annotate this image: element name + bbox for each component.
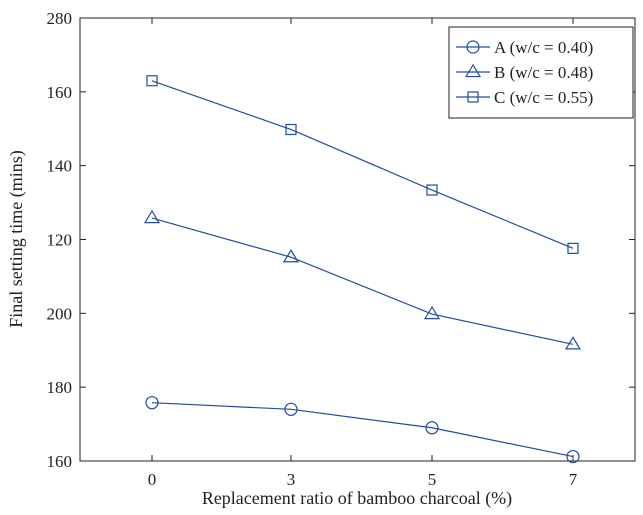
legend-marker bbox=[467, 91, 479, 103]
data-point bbox=[425, 421, 439, 435]
series-layer bbox=[143, 75, 582, 464]
series-line bbox=[151, 402, 574, 458]
y-tick-label: 120 bbox=[47, 231, 73, 250]
data-point bbox=[282, 249, 300, 263]
data-point bbox=[146, 75, 158, 87]
y-tick-label: 160 bbox=[47, 83, 73, 102]
data-point bbox=[566, 449, 580, 464]
x-axis-ticks: 0 3 5 7 bbox=[148, 18, 578, 489]
data-point bbox=[567, 242, 579, 254]
x-tick-label: 5 bbox=[428, 470, 437, 489]
y-tick-label: 160 bbox=[47, 452, 73, 471]
y-tick-label: 200 bbox=[47, 304, 73, 323]
legend-marker bbox=[466, 40, 480, 54]
legend-label: B (w/c = 0.48) bbox=[494, 63, 593, 82]
legend-label: A (w/c = 0.40) bbox=[494, 38, 593, 57]
series-line bbox=[151, 80, 574, 249]
legend-entry: C (w/c = 0.55) bbox=[456, 88, 593, 107]
data-point bbox=[143, 209, 161, 224]
y-axis-label: Final setting time (mins) bbox=[6, 150, 27, 328]
data-point bbox=[285, 123, 297, 136]
x-axis-label: Replacement ratio of bamboo charcoal (%) bbox=[202, 488, 512, 509]
x-tick-label: 7 bbox=[569, 470, 578, 489]
legend: A (w/c = 0.40) B (w/c = 0.48) C (w/c = 0.5… bbox=[448, 26, 634, 119]
x-tick-label: 0 bbox=[148, 470, 157, 489]
series-triangle bbox=[143, 209, 582, 350]
y-tick-label: 280 bbox=[47, 9, 73, 28]
series-line bbox=[151, 217, 574, 345]
series-square bbox=[146, 75, 579, 254]
data-point bbox=[284, 402, 298, 416]
data-point bbox=[423, 305, 441, 320]
legend-entry: B (w/c = 0.48) bbox=[456, 63, 593, 82]
data-point bbox=[564, 336, 582, 350]
data-point bbox=[426, 184, 438, 196]
y-axis-ticks: 160 180 200 120 140 160 280 bbox=[47, 9, 635, 471]
series-circle bbox=[145, 396, 580, 464]
legend-label: C (w/c = 0.55) bbox=[494, 88, 593, 107]
legend-marker bbox=[464, 63, 482, 78]
legend-entry: A (w/c = 0.40) bbox=[456, 38, 593, 57]
data-point bbox=[145, 396, 159, 410]
y-tick-label: 180 bbox=[47, 378, 73, 397]
y-tick-label: 140 bbox=[47, 157, 73, 176]
x-tick-label: 3 bbox=[287, 470, 296, 489]
